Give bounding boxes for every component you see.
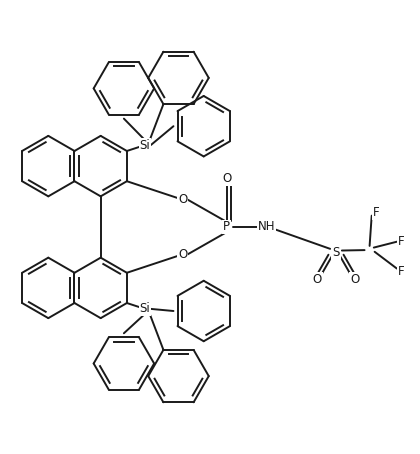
Text: O: O xyxy=(222,172,231,185)
Text: F: F xyxy=(398,235,404,248)
Text: S: S xyxy=(332,246,340,259)
Text: O: O xyxy=(350,273,360,286)
Text: NH: NH xyxy=(258,221,276,233)
Text: F: F xyxy=(373,206,379,219)
Text: Si: Si xyxy=(139,302,150,316)
Text: O: O xyxy=(178,193,187,206)
Text: O: O xyxy=(178,248,187,261)
Text: P: P xyxy=(223,221,230,233)
Text: F: F xyxy=(398,265,404,277)
Text: Si: Si xyxy=(139,138,150,152)
Text: O: O xyxy=(312,273,322,286)
